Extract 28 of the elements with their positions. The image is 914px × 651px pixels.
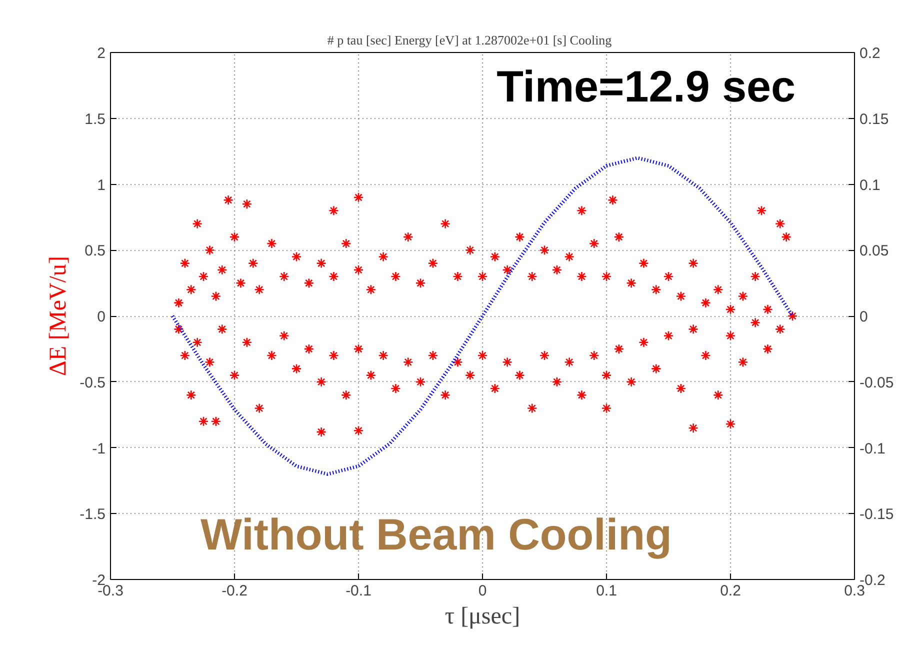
line-series bbox=[170, 156, 794, 476]
annotation: Without Beam Cooling bbox=[200, 510, 672, 560]
y2-tick-label: 0 bbox=[860, 308, 868, 326]
y2-tick-label: -0.05 bbox=[860, 374, 894, 392]
x-axis-title: τ [μsec] bbox=[444, 604, 520, 630]
y-tick-label: 1 bbox=[97, 176, 106, 194]
y-tick-label: 0 bbox=[97, 308, 106, 326]
x-tick-label: -0.1 bbox=[346, 582, 372, 600]
y2-tick-label: 0.2 bbox=[860, 45, 880, 62]
y-tick-label: -0.5 bbox=[80, 374, 106, 392]
x-tick-label: 0.3 bbox=[844, 582, 865, 600]
y-tick-label: -1.5 bbox=[80, 506, 106, 524]
y2-tick-label: 0.15 bbox=[860, 110, 889, 128]
y-tick-label: 1.5 bbox=[84, 110, 106, 128]
y-axis-title: ΔE [MeV/u] bbox=[46, 256, 72, 376]
y-tick-label: 0.5 bbox=[84, 242, 106, 260]
y2-tick-label: 0.1 bbox=[860, 176, 880, 194]
chart-title: # p tau [sec] Energy [eV] at 1.287002e+01 [s] Cooling bbox=[327, 32, 612, 48]
y-tick-label: 2 bbox=[97, 45, 106, 62]
y-tick-label: -1 bbox=[92, 440, 106, 458]
x-tick-label: 0.1 bbox=[596, 582, 617, 600]
x-tick-label: 0 bbox=[478, 582, 487, 600]
annotation: Time=12.9 sec bbox=[496, 62, 796, 112]
y2-tick-label: -0.1 bbox=[860, 440, 886, 458]
x-tick-label: 0.2 bbox=[720, 582, 741, 600]
x-tick-label: -0.2 bbox=[222, 582, 248, 600]
y2-tick-label: -0.15 bbox=[860, 506, 894, 524]
y2-tick-label: 0.05 bbox=[860, 242, 889, 260]
